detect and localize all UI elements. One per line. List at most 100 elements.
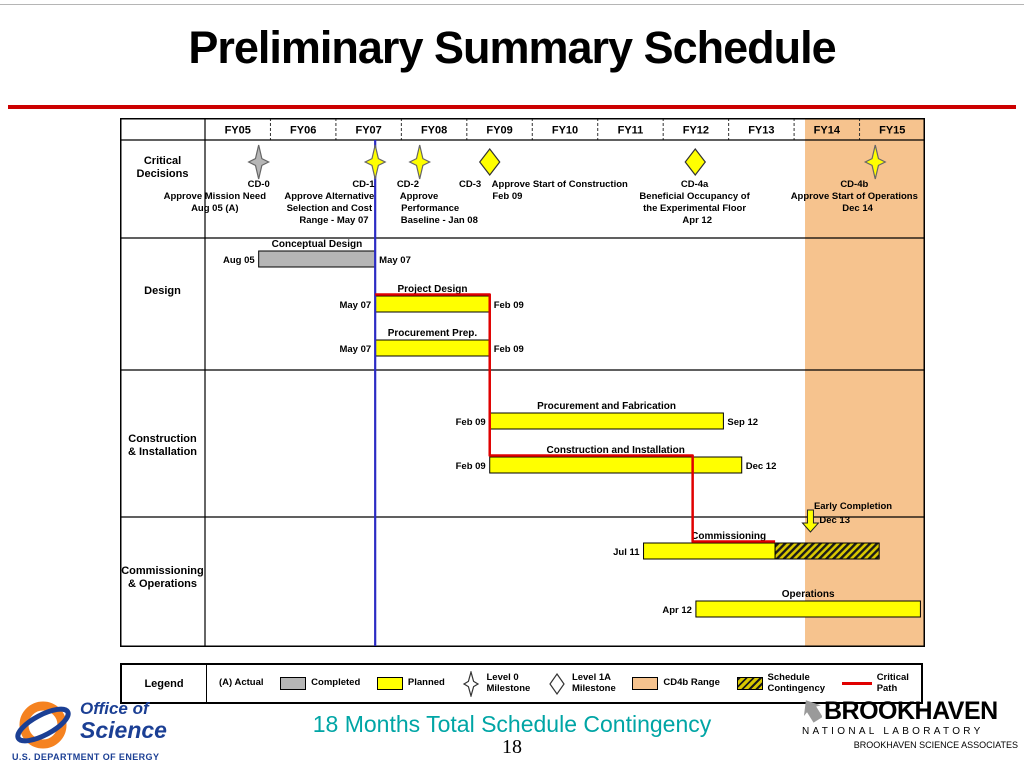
fy-header-label: FY06 — [290, 125, 316, 137]
brookhaven-logo: BROOKHAVEN NATIONAL LABORATORY BROOKHAVE… — [802, 697, 1018, 751]
legend-label: Schedule Contingency — [767, 671, 826, 694]
row-label-construction: & Installation — [128, 446, 197, 458]
legend-label: CD4b Range — [663, 677, 720, 689]
bar-start-date: Jul 11 — [613, 547, 640, 558]
bar-name-procurement-and-fabrication: Procurement and Fabrication — [537, 401, 676, 412]
annotation-approve-start-of-construction: Approve Start of Construction — [492, 179, 628, 190]
doe-office-of-science-logo: Office of Science U.S. DEPARTMENT OF ENE… — [10, 698, 220, 764]
brookhaven-arrow-icon — [803, 700, 822, 723]
bar-start-date: Aug 05 — [223, 255, 255, 266]
early-completion-label: Early Completion — [814, 501, 892, 512]
fy-header-label: FY13 — [748, 125, 774, 137]
gantt-svg: FY05 FY06 FY07 FY08 FY09 FY10 FY11 FY12 FY13 FY14… — [120, 118, 925, 647]
annotation-approve-alternative: Approve Alternative — [284, 191, 374, 202]
diamond-milestone-icon — [549, 672, 565, 695]
row-label-construction: Construction — [128, 433, 197, 445]
annotation-beneficial-occupancy-of: Beneficial Occupancy of — [639, 191, 750, 202]
slide-top-border — [0, 4, 1024, 5]
legend-item-planned: Planned — [376, 677, 445, 690]
bar-contingency-commissioning — [774, 542, 880, 560]
bar-start-date: Feb 09 — [456, 417, 486, 428]
legend: Legend (A) Actual Completed Planned Level 0… — [120, 663, 923, 704]
annotation-feb-09: Feb 09 — [492, 191, 522, 202]
annotation-cd-1: CD-1 — [352, 179, 375, 190]
legend-swatch-planned-icon — [376, 677, 403, 690]
bar-conceptual-design — [258, 250, 376, 268]
bar-end-date: May 07 — [379, 255, 411, 266]
milestone-cd-4a-icon — [684, 148, 707, 176]
title-divider — [8, 105, 1016, 109]
legend-item-cd4b-range: CD4b Range — [632, 677, 720, 690]
annotation-dec-14: Dec 14 — [842, 203, 873, 214]
bar-operations — [695, 600, 921, 618]
doe-science: Science — [80, 716, 167, 743]
annotation-aug-05-a: Aug 05 (A) — [191, 203, 239, 214]
bar-start-date: Feb 09 — [456, 461, 486, 472]
gantt-chart: FY05 FY06 FY07 FY08 FY09 FY10 FY11 FY12 FY13 FY14… — [120, 118, 925, 647]
row-label-design: Design — [144, 285, 181, 297]
row-label-critical: Critical — [144, 155, 181, 167]
legend-item-completed: Completed — [280, 677, 360, 690]
bar-construction-and-installation — [489, 456, 743, 474]
doe-logo-text: Office of Science — [80, 700, 167, 742]
milestone-cd-2-icon — [408, 144, 432, 180]
annotation-cd-4b: CD-4b — [840, 179, 868, 190]
fy-header-label: FY07 — [355, 125, 381, 137]
annotation-selection-and-cost: Selection and Cost — [287, 203, 373, 214]
fy-header-label: FY12 — [683, 125, 709, 137]
doe-department-label: U.S. DEPARTMENT OF ENERGY — [12, 752, 160, 762]
bar-commissioning — [643, 542, 776, 560]
legend-items: (A) Actual Completed Planned Level 0 Milesto… — [207, 670, 921, 697]
annotation-approve-mission-need: Approve Mission Need — [164, 191, 267, 202]
bar-end-date: Sep 12 — [727, 417, 758, 428]
annotation-the-experimental-floor: the Experimental Floor — [643, 203, 746, 214]
legend-item-level-1a: Level 1A Milestone — [547, 671, 616, 697]
doe-swirl-icon — [15, 701, 71, 749]
bar-start-date: May 07 — [339, 300, 371, 311]
page-title: Preliminary Summary Schedule — [188, 22, 836, 73]
legend-item-a-actual: (A) Actual — [219, 677, 264, 689]
bar-name-construction-and-installation: Construction and Installation — [547, 445, 685, 456]
fy-header-label: FY05 — [225, 125, 251, 137]
bar-name-procurement-prep: Procurement Prep. — [388, 328, 478, 339]
legend-label: Level 1A Milestone — [571, 671, 616, 694]
row-label-commissioning: & Operations — [128, 578, 197, 590]
fy-header-label: FY10 — [552, 125, 578, 137]
bar-name-conceptual-design: Conceptual Design — [272, 239, 363, 250]
page-number: 18 — [502, 736, 522, 758]
brookhaven-wordmark-row: BROOKHAVEN — [802, 697, 1018, 724]
star-milestone-icon — [463, 670, 480, 697]
legend-title: Legend — [122, 665, 207, 702]
legend-swatch-cd4b-icon — [632, 677, 659, 690]
annotation-cd-4a: CD-4a — [681, 179, 709, 190]
bar-start-date: May 07 — [339, 344, 371, 355]
bar-procurement-prep — [374, 339, 491, 357]
bar-start-date: Apr 12 — [662, 605, 692, 616]
fy-header-label: FY14 — [814, 125, 841, 137]
fy-header-label: FY11 — [618, 125, 644, 137]
brookhaven-name: BROOKHAVEN — [824, 697, 998, 725]
annotation-baseline-jan-08: Baseline - Jan 08 — [401, 215, 478, 226]
milestone-cd-4b-icon — [863, 144, 887, 180]
annotation-approve-start-of-operations: Approve Start of Operations — [791, 191, 918, 202]
annotation-cd-3: CD-3 — [459, 179, 481, 190]
bar-end-date: Feb 09 — [494, 300, 524, 311]
brookhaven-science-associates: BROOKHAVEN SCIENCE ASSOCIATES — [853, 740, 1018, 750]
legend-swatch-completed-icon — [280, 677, 307, 690]
milestone-cd-1-icon — [363, 144, 387, 180]
legend-swatch-contingency-icon — [736, 677, 763, 690]
doe-office-of: Office of — [80, 699, 149, 718]
row-label-critical: Decisions — [137, 168, 189, 180]
milestone-cd-3-icon — [478, 148, 501, 176]
annotation-cd-0: CD-0 — [248, 179, 270, 190]
bar-end-date: Dec 12 — [746, 461, 777, 472]
schedule-contingency-note: 18 Months Total Schedule Contingency — [312, 711, 712, 737]
fy-header-label: FY15 — [879, 125, 905, 137]
annotation-range-may-07: Range - May 07 — [299, 215, 368, 226]
bar-name-commissioning: Commissioning — [691, 531, 766, 542]
chart-border — [120, 118, 925, 647]
bar-end-date: Feb 09 — [494, 344, 524, 355]
bar-name-project-design: Project Design — [397, 284, 467, 295]
legend-item-level-0: Level 0 Milestone — [461, 670, 530, 697]
bar-procurement-and-fabrication — [489, 412, 724, 430]
